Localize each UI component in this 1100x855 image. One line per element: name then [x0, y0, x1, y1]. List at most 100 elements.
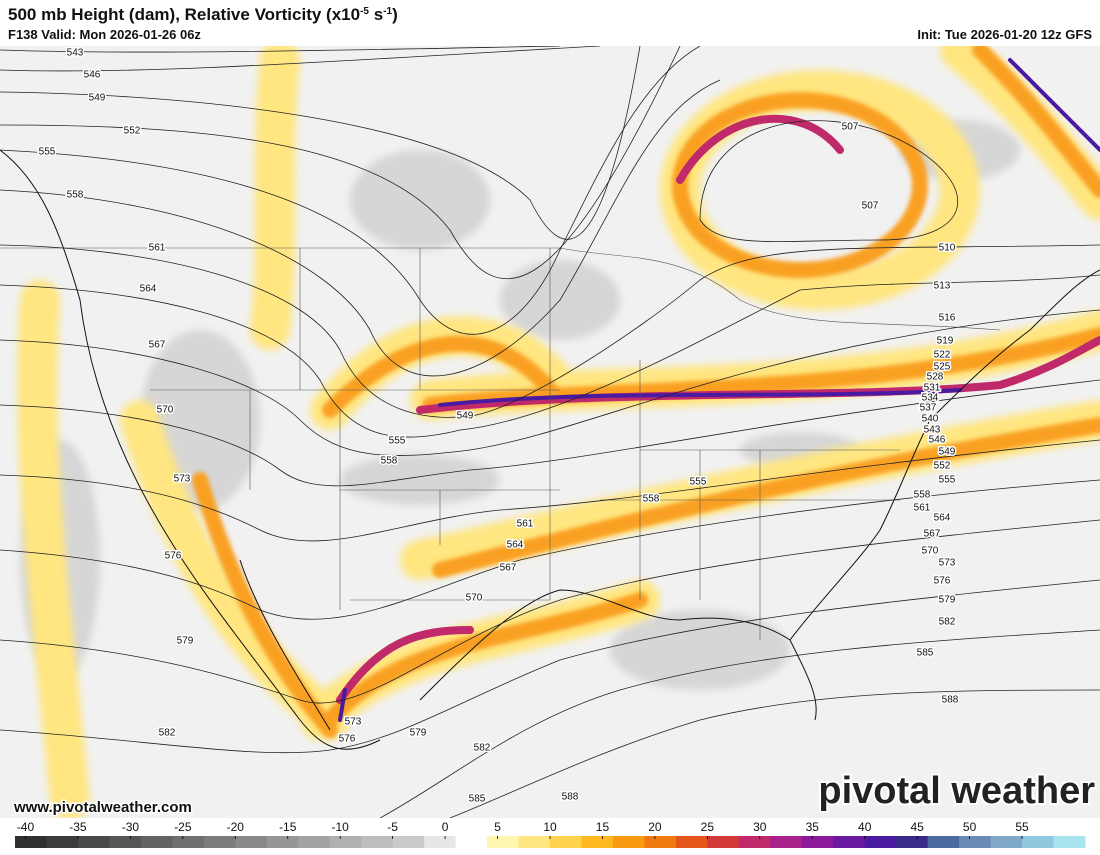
valid-time: F138 Valid: Mon 2026-01-26 06z	[8, 27, 201, 42]
colorbar-tick-label: -5	[387, 820, 398, 834]
colorbar-cell	[644, 836, 677, 848]
height-contour	[0, 479, 1100, 620]
colorbar-tick-label: 50	[963, 820, 977, 834]
colorbar-cell	[392, 836, 425, 848]
colorbar-tick-label: -30	[122, 820, 140, 834]
contour-label: 576	[934, 576, 951, 587]
contour-label: 513	[934, 281, 951, 292]
colorbar-tick-label: 20	[648, 820, 662, 834]
state-borders	[150, 247, 900, 640]
header-bar	[0, 0, 1100, 46]
contour-label: 507	[862, 201, 879, 212]
colorbar-cell	[927, 836, 960, 848]
colorbar-cell	[235, 836, 268, 848]
colorbar-tick-label: -35	[69, 820, 87, 834]
colorbar-cell	[329, 836, 362, 848]
height-contour	[0, 46, 681, 279]
colorbar-tick-label: -25	[174, 820, 192, 834]
colorbar-tick-label: 40	[858, 820, 872, 834]
colorbar-cell	[581, 836, 614, 848]
height-contour	[0, 379, 1100, 487]
contour-label: 567	[149, 340, 166, 351]
contour-label: 528	[927, 372, 944, 383]
contour-label: 555	[39, 147, 56, 158]
colorbar-cell	[1053, 836, 1086, 848]
colorbar-tick-label: -10	[332, 820, 350, 834]
colorbar-cell	[864, 836, 897, 848]
contour-label: 579	[410, 728, 427, 739]
contour-label: 582	[474, 743, 491, 754]
contour-label: 573	[345, 717, 362, 728]
height-contour	[0, 46, 641, 240]
contour-label: 576	[165, 551, 182, 562]
website: www.pivotalweather.com	[13, 799, 192, 816]
colorbar-cell	[707, 836, 740, 848]
height-contour	[0, 244, 1100, 418]
colorbar-tick-label: -40	[17, 820, 35, 834]
contour-label: 573	[939, 558, 956, 569]
colorbar-cell	[140, 836, 173, 848]
contour-label: 582	[159, 728, 176, 739]
contour-label: 543	[67, 48, 84, 59]
contour-label: 567	[924, 529, 941, 540]
colorbar-cell	[738, 836, 771, 848]
colorbar-tick-label: -20	[227, 820, 245, 834]
colorbar-cell	[612, 836, 645, 848]
contour-label: 564	[934, 513, 951, 524]
contour-label: 552	[934, 461, 951, 472]
contour-label: 579	[177, 636, 194, 647]
contour-label: 561	[517, 519, 534, 530]
title: 500 mb Height (dam), Relative Vorticity …	[8, 5, 398, 24]
contour-label: 588	[942, 695, 959, 706]
contour-label: 546	[84, 70, 101, 81]
height-contour	[449, 689, 1100, 818]
colorbar-tick-label: 30	[753, 820, 767, 834]
colorbar-cell	[959, 836, 992, 848]
contour-label: 588	[562, 792, 579, 803]
colorbar-cell	[675, 836, 708, 848]
contour-label: 573	[174, 474, 191, 485]
contour-label: 567	[500, 563, 517, 574]
contour-label: 558	[914, 490, 931, 501]
colorbar-cell	[990, 836, 1023, 848]
contour-label: 582	[939, 617, 956, 628]
country-border	[0, 247, 1001, 331]
title-exponent: -1	[383, 6, 392, 17]
height-contour	[0, 46, 701, 335]
colorbar-tick-label: 35	[806, 820, 820, 834]
title-text: 500 mb Height (dam), Relative Vorticity …	[8, 5, 360, 24]
colorbar-tick-label: 55	[1015, 820, 1029, 834]
height-contour	[0, 46, 601, 72]
title-exponent: -5	[360, 6, 369, 17]
colorbar-cell	[109, 836, 142, 848]
contour-label: 549	[89, 93, 106, 104]
colorbar-cell	[203, 836, 236, 848]
contour-label: 534	[922, 393, 939, 404]
height-contour	[0, 439, 1100, 542]
colorbar-cell	[770, 836, 803, 848]
contour-label: 570	[466, 593, 483, 604]
init-time: Init: Tue 2026-01-20 12z GFS	[917, 27, 1092, 42]
colorbar-cell	[424, 836, 457, 848]
colorbar-tick-label: 15	[596, 820, 610, 834]
contour-label: 555	[690, 477, 707, 488]
height-contours	[0, 46, 1100, 818]
colorbar: -40 -35 -30 -25 -20 -15 -10 -5 0 5 10 15 20 25 30 35 40 4…	[15, 820, 1086, 848]
colorbar-cell	[172, 836, 205, 848]
contour-label: 549	[457, 411, 474, 422]
colorbar-cell	[46, 836, 79, 848]
colorbar-tick-label: 0	[442, 820, 449, 834]
contour-label: 561	[149, 243, 166, 254]
contour-label: 564	[140, 284, 157, 295]
coastline	[0, 149, 1100, 750]
height-contour	[0, 309, 1100, 456]
contour-label: 564	[507, 540, 524, 551]
colorbar-cell	[77, 836, 110, 848]
contour-label: 585	[469, 794, 486, 805]
contour-label: 570	[157, 405, 174, 416]
contour-label: 576	[339, 734, 356, 745]
